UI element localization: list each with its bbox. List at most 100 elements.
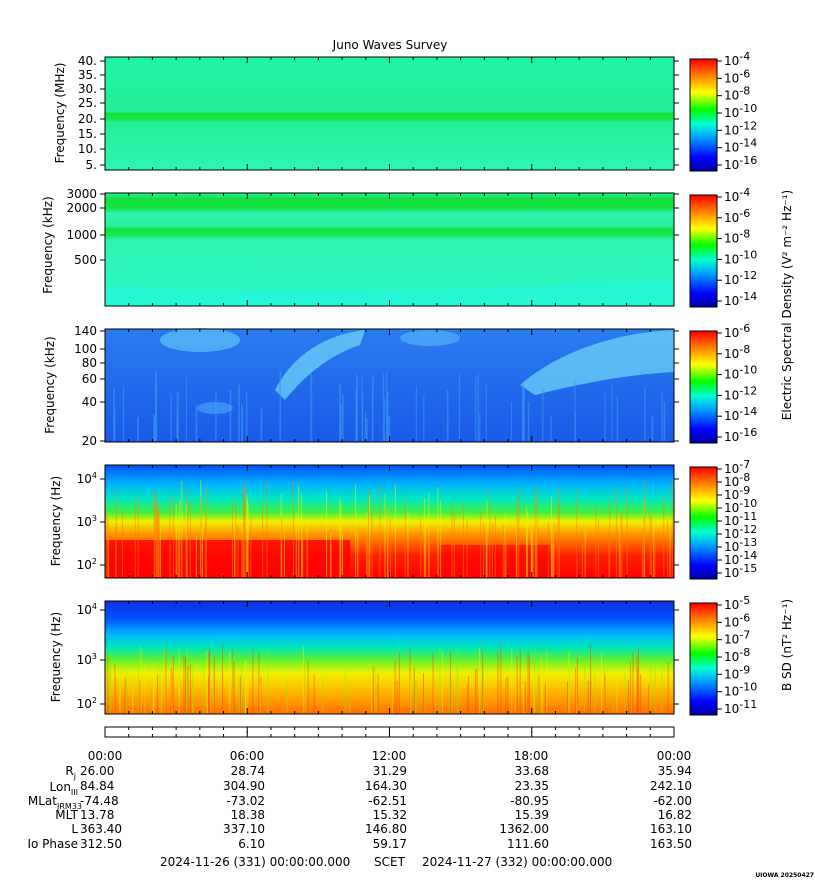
colorbar-tick-label: 10-6 bbox=[724, 322, 750, 340]
colorbar-tick-label: 10-12 bbox=[724, 119, 757, 137]
ytick-label: 104 bbox=[77, 471, 97, 486]
colorbar-tick-label: 10-15 bbox=[724, 562, 757, 580]
colorbar-ticks-hz-e: 10-710-810-910-1010-1110-1210-1310-1410-… bbox=[717, 458, 757, 580]
time-axis-ticks bbox=[104, 727, 675, 737]
ephemeris-value: 59.17 bbox=[373, 837, 407, 851]
ytick-label: 500 bbox=[74, 253, 97, 267]
ytick-label: 104 bbox=[77, 602, 97, 617]
ytick-label: 102 bbox=[77, 557, 97, 572]
ephemeris-value: -62.00 bbox=[653, 794, 692, 808]
low-freq-emission bbox=[105, 278, 674, 306]
ephemeris-time: 00:00 bbox=[88, 749, 123, 763]
colorbar-mhz bbox=[689, 58, 718, 172]
ephemeris-value: 242.10 bbox=[650, 779, 692, 793]
ephemeris-value: 163.50 bbox=[650, 837, 692, 851]
colorbar-tick-label: 10-14 bbox=[724, 405, 757, 423]
emission-arc-b bbox=[520, 330, 674, 395]
ephemeris-value: 163.10 bbox=[650, 822, 692, 836]
ephemeris-value: 111.60 bbox=[507, 837, 549, 851]
emission-patch-b bbox=[400, 330, 460, 346]
ylabel-mhz: Frequency (MHz) bbox=[53, 63, 67, 164]
colorbar-tick-label: 10-8 bbox=[724, 471, 750, 489]
strong-emission-region bbox=[105, 540, 350, 578]
ephemeris-value: 15.39 bbox=[515, 808, 549, 822]
ytick-label: 60 bbox=[82, 372, 97, 386]
yticks-hz-e: 104 103 102 bbox=[77, 465, 679, 578]
colorbar-tick-label: 10-12 bbox=[724, 523, 757, 541]
ephemeris-value: -80.95 bbox=[510, 794, 549, 808]
ytick-label: 1000 bbox=[66, 228, 97, 242]
ephemeris-value: 146.80 bbox=[365, 822, 407, 836]
ylabel-hz-b: Frequency (Hz) bbox=[49, 612, 63, 703]
colorbar-tick-label: 10-14 bbox=[724, 290, 757, 308]
ytick-label: 5. bbox=[86, 158, 97, 172]
colorbar-tick-label: 10-6 bbox=[724, 67, 750, 85]
colorbar-tick-label: 10-10 bbox=[724, 248, 757, 266]
ytick-label: 3000 bbox=[66, 187, 97, 201]
ephemeris-value: 35.94 bbox=[658, 764, 692, 778]
colorbar-tick-label: 10-13 bbox=[724, 536, 757, 554]
emission-arc-a bbox=[275, 330, 365, 400]
ephemeris-value: 31.29 bbox=[373, 764, 407, 778]
colorbar-tick-label: 10-14 bbox=[724, 137, 757, 155]
ephemeris-table: 00:00 06:00 12:00 18:00 00:00 Rj LonIII MLat… bbox=[27, 749, 692, 851]
ephemeris-value: 28.74 bbox=[231, 764, 265, 778]
colorbar-tick-label: 10-5 bbox=[724, 594, 750, 612]
ephemeris-value: 26.00 bbox=[80, 764, 114, 778]
ytick-label: 20. bbox=[78, 112, 97, 126]
colorbar-tick-label: 10-14 bbox=[724, 549, 757, 567]
colorbar-tick-label: 10-7 bbox=[724, 458, 750, 476]
colorbar-tick-label: 10-4 bbox=[724, 186, 750, 204]
colorbar-ticks-khz-low: 10-6 10-8 10-10 10-12 10-14 10-16 bbox=[717, 322, 757, 444]
panel-mhz: 40.35.30.25.20.15.10.5. Frequency (MHz) … bbox=[53, 50, 757, 172]
colorbar-tick-label: 10-11 bbox=[724, 698, 757, 716]
label-rj: Rj bbox=[65, 764, 76, 781]
spectrogram-hz-b bbox=[105, 601, 674, 714]
ephemeris-values: 26.00 28.74 31.29 33.68 35.94 84.84 304.90 164.… bbox=[80, 764, 692, 851]
footer-scet: SCET bbox=[374, 855, 406, 869]
colorbar-tick-label: 10-8 bbox=[724, 343, 750, 361]
ephemeris-value: 13.78 bbox=[80, 808, 114, 822]
colorbar-tick-label: 10-9 bbox=[724, 663, 750, 681]
ytick-label: 30. bbox=[78, 82, 97, 96]
ytick-label: 25. bbox=[78, 96, 97, 110]
ylabel-hz-e: Frequency (Hz) bbox=[49, 476, 63, 567]
ytick-label: 103 bbox=[77, 652, 97, 667]
colorbar-tick-label: 10-7 bbox=[724, 629, 750, 647]
ytick-label: 40. bbox=[78, 54, 97, 68]
burst-streaks bbox=[113, 371, 666, 441]
ytick-label: 140 bbox=[74, 324, 97, 338]
ephemeris-value: 33.68 bbox=[515, 764, 549, 778]
magnetic-colorbar-label: B SD (nT² Hz⁻¹) bbox=[780, 599, 794, 691]
ephemeris-value: 84.84 bbox=[80, 779, 114, 793]
colorbar-khz-low bbox=[689, 330, 718, 444]
ytick-label: 100 bbox=[74, 342, 97, 356]
colorbar-tick-label: 10-10 bbox=[724, 102, 757, 120]
colorbar-khz-high bbox=[689, 194, 718, 308]
colorbar-tick-label: 10-11 bbox=[724, 510, 757, 528]
ephemeris-value: 164.30 bbox=[365, 779, 407, 793]
ephemeris-value: 363.40 bbox=[80, 822, 122, 836]
colorbar-tick-label: 10-6 bbox=[724, 207, 750, 225]
ephemeris-value: 312.50 bbox=[80, 837, 122, 851]
ytick-label: 102 bbox=[77, 696, 97, 711]
ephemeris-value: 1362.00 bbox=[499, 822, 549, 836]
ephemeris-time: 00:00 bbox=[657, 749, 692, 763]
ephemeris-value: 6.10 bbox=[238, 837, 265, 851]
ephemeris-value: 18.38 bbox=[231, 808, 265, 822]
colorbar-tick-label: 10-8 bbox=[724, 646, 750, 664]
label-l: L bbox=[71, 822, 78, 836]
emission-streaks-b bbox=[106, 645, 669, 713]
ytick-label: 35. bbox=[78, 68, 97, 82]
footer-start-time: 2024-11-26 (331) 00:00:00.000 bbox=[160, 855, 350, 869]
ytick-label: 80 bbox=[82, 356, 97, 370]
ylabel-khz-low: Frequency (kHz) bbox=[43, 336, 57, 433]
figure-title: Juno Waves Survey bbox=[332, 38, 448, 52]
colorbar-tick-label: 10-10 bbox=[724, 364, 757, 382]
colorbar-tick-label: 10-6 bbox=[724, 611, 750, 629]
yticks-hz-b: 104 103 102 bbox=[77, 601, 679, 714]
